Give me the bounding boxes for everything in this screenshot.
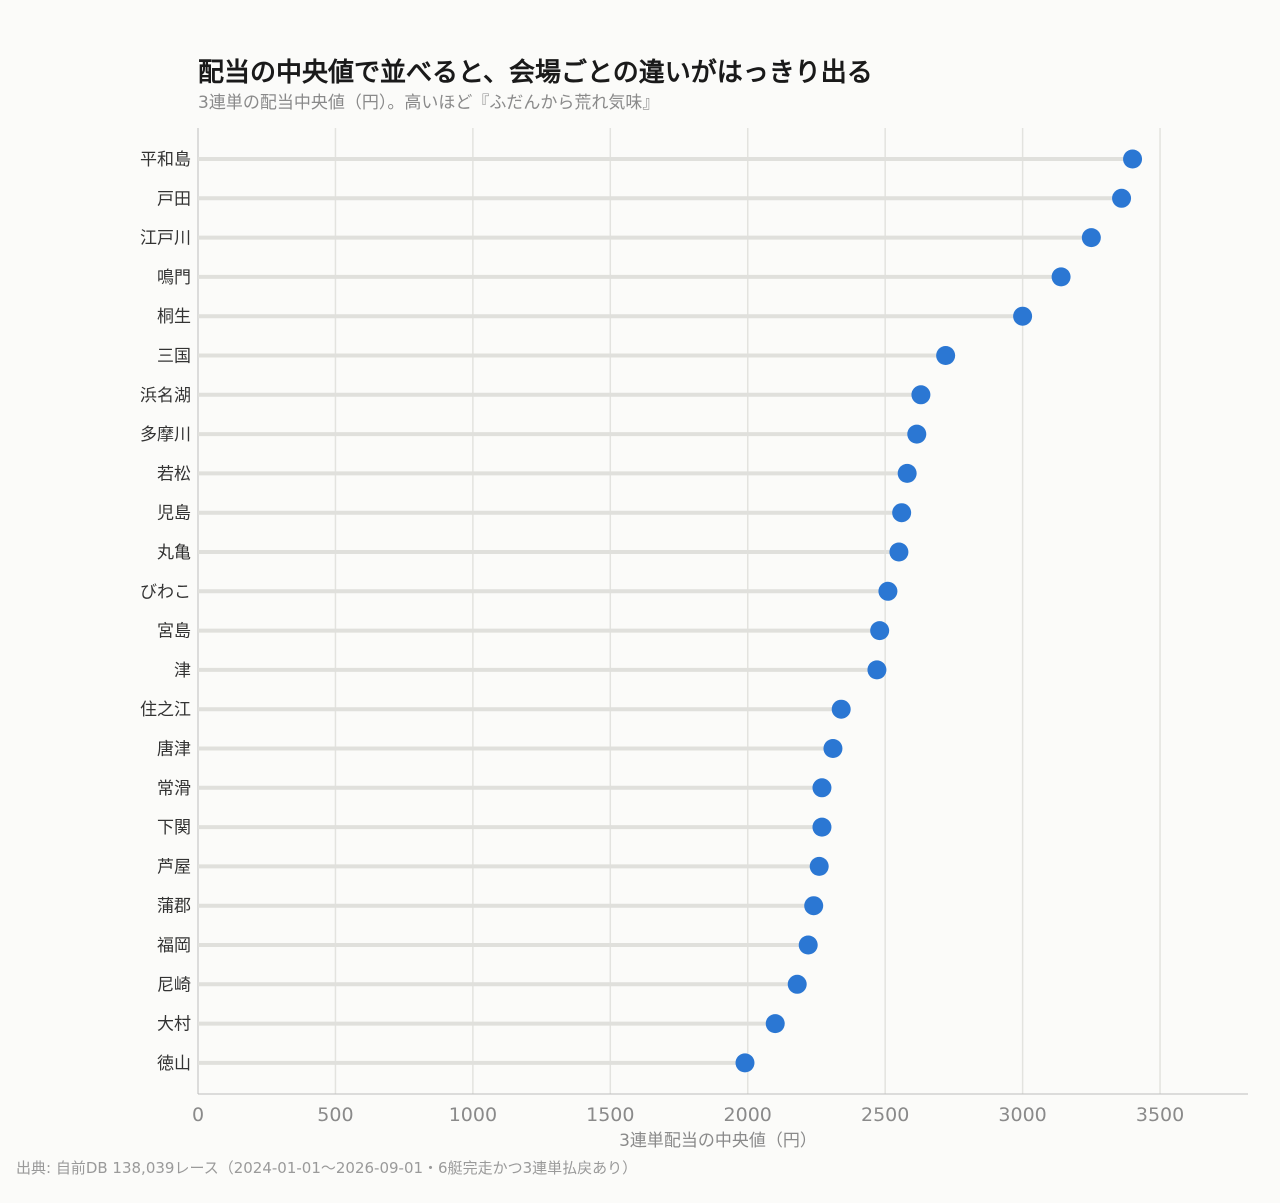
data-point <box>831 699 851 719</box>
data-point <box>809 856 829 876</box>
x-tick-label: 3000 <box>998 1104 1046 1126</box>
x-axis-label: 3連単配当の中央値（円） <box>619 1131 817 1151</box>
data-point <box>1013 306 1033 326</box>
category-label: 芦屋 <box>157 857 191 877</box>
category-label: 大村 <box>157 1015 191 1035</box>
data-point <box>911 385 931 405</box>
category-label: 浜名湖 <box>140 386 191 406</box>
x-tick-label: 1500 <box>586 1104 634 1126</box>
category-label: 丸亀 <box>157 543 191 563</box>
category-label: 宮島 <box>157 622 191 642</box>
category-label: 下関 <box>157 818 191 838</box>
x-tick-label: 3500 <box>1136 1104 1184 1126</box>
data-point <box>804 896 824 916</box>
chart-subtitle: 3連単の配当中央値（円）。高いほど『ふだんから荒れ気味』 <box>198 93 660 113</box>
data-point <box>892 503 912 523</box>
category-label: 唐津 <box>157 739 191 760</box>
category-label: 多摩川 <box>140 425 191 445</box>
data-point <box>1081 228 1101 248</box>
data-point <box>1051 267 1071 287</box>
category-label: 三国 <box>157 347 191 367</box>
category-label: 津 <box>174 661 191 681</box>
x-tick-label: 500 <box>317 1104 353 1126</box>
x-tick-label: 1000 <box>449 1104 497 1126</box>
x-tick-label: 2000 <box>724 1104 772 1126</box>
category-label: びわこ <box>140 582 191 602</box>
data-point <box>787 974 807 994</box>
category-label: 桐生 <box>157 307 191 327</box>
chart-title: 配当の中央値で並べると、会場ごとの違いがはっきり出る <box>198 58 873 88</box>
data-point <box>823 739 843 758</box>
category-label: 江戸川 <box>140 229 191 249</box>
category-label: 鳴門 <box>157 268 191 288</box>
category-label: 住之江 <box>140 700 191 720</box>
data-point <box>812 817 832 837</box>
category-label: 児島 <box>157 504 191 524</box>
category-label: 戸田 <box>157 189 191 209</box>
category-label: 尼崎 <box>157 975 191 995</box>
x-tick-label: 0 <box>192 1104 204 1126</box>
data-point <box>812 778 832 798</box>
x-tick-label: 2500 <box>861 1104 909 1126</box>
category-label: 徳山 <box>157 1054 191 1074</box>
category-label: 平和島 <box>140 150 191 170</box>
data-point <box>897 463 917 483</box>
data-point <box>936 346 956 365</box>
category-label: 常滑 <box>157 779 191 799</box>
source-note: 出典: 自前DB 138,039レース（2024-01-01〜2026-09-0… <box>16 1159 638 1177</box>
category-label: 福岡 <box>157 936 191 956</box>
data-point <box>735 1053 755 1073</box>
data-point <box>870 621 890 641</box>
data-point <box>765 1014 785 1034</box>
data-point <box>798 935 818 955</box>
category-label: 若松 <box>157 464 191 484</box>
category-label: 蒲郡 <box>157 897 191 917</box>
data-point <box>889 542 909 562</box>
data-point <box>1112 188 1132 208</box>
data-point <box>1123 149 1143 169</box>
data-point <box>878 581 898 601</box>
data-point <box>867 660 887 680</box>
data-point <box>907 424 927 444</box>
